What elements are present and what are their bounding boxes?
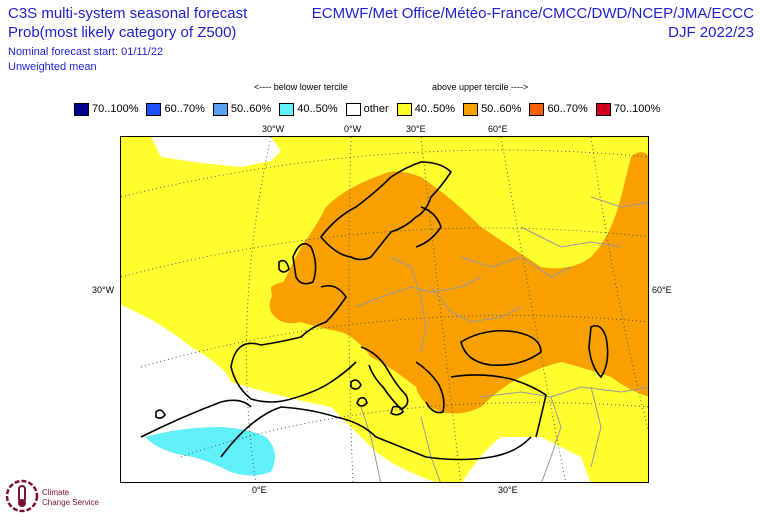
lon-label-30w-left: 30°W (92, 285, 115, 295)
legend-swatch (529, 102, 545, 116)
legend-swatch (74, 102, 89, 116)
logo-text-line-1: Climate (42, 488, 70, 497)
lon-label-30e-bottom: 30°E (498, 485, 518, 495)
probability-map (120, 136, 649, 483)
legend: 70..100% 60..70% 50..60% 40..50% other 4… (74, 101, 668, 117)
forecast-start-note: Nominal forecast start: 01/11/22 (8, 46, 164, 58)
field-orange-west (271, 282, 298, 312)
lon-label-60e-top: 60°E (488, 124, 508, 134)
legend-label: 70..100% (92, 103, 139, 115)
legend-item-below-60-70: 60..70% (146, 102, 205, 116)
field-other-africa (462, 437, 591, 482)
legend-item-above-40-50: 40..50% (396, 102, 456, 116)
map-canvas (121, 137, 648, 482)
legend-label: 40..50% (297, 103, 338, 115)
legend-swatch (595, 102, 611, 116)
legend-label: 60..70% (547, 103, 588, 115)
legend-label: 60..70% (164, 103, 205, 115)
weighting-note: Unweighted mean (8, 61, 97, 73)
legend-label: 40..50% (414, 103, 456, 115)
legend-swatch (146, 102, 162, 116)
lon-label-30e-top: 30°E (406, 124, 426, 134)
legend-label: other (363, 103, 389, 115)
systems-list: ECMWF/Met Office/Météo-France/CMCC/DWD/N… (311, 5, 754, 22)
title-line-2: Prob(most likely category of Z500) (8, 24, 237, 41)
field-other-northwest (151, 137, 281, 167)
legend-above-header: above upper tercile ----> (432, 82, 529, 92)
lon-label-0e-bottom: 0°E (252, 485, 267, 495)
legend-item-above-60-70: 60..70% (529, 102, 588, 116)
title-line-1: C3S multi-system seasonal forecast (8, 5, 248, 22)
legend-item-below-40-50: 40..50% (279, 102, 338, 116)
legend-swatch (279, 102, 295, 116)
lon-label-30w-top: 30°W (262, 124, 285, 134)
climate-change-service-logo: Climate Change Service (4, 478, 114, 518)
coastlines (140, 161, 609, 461)
legend-item-above-50-60: 50..60% (463, 102, 522, 116)
legend-swatch (212, 102, 228, 116)
legend-swatch (396, 102, 412, 116)
lon-label-60e-right: 60°E (652, 285, 672, 295)
legend-item-above-70-100: 70..100% (595, 102, 661, 116)
legend-below-header: <---- below lower tercile (254, 82, 348, 92)
field-cyan (145, 427, 275, 476)
season-label: DJF 2022/23 (668, 24, 754, 41)
lon-label-0w-top: 0°W (344, 124, 362, 134)
legend-label: 50..60% (481, 103, 522, 115)
logo-emblem-icon (5, 479, 39, 513)
logo-text-line-2: Change Service (42, 498, 99, 507)
legend-item-below-70-100: 70..100% (74, 102, 139, 116)
legend-item-other: other (345, 102, 389, 116)
legend-swatch (463, 102, 479, 116)
legend-label: 50..60% (230, 103, 272, 115)
legend-label: 70..100% (613, 103, 661, 115)
legend-item-below-50-60: 50..60% (212, 102, 272, 116)
graticule (121, 137, 648, 482)
legend-swatch (345, 102, 361, 116)
